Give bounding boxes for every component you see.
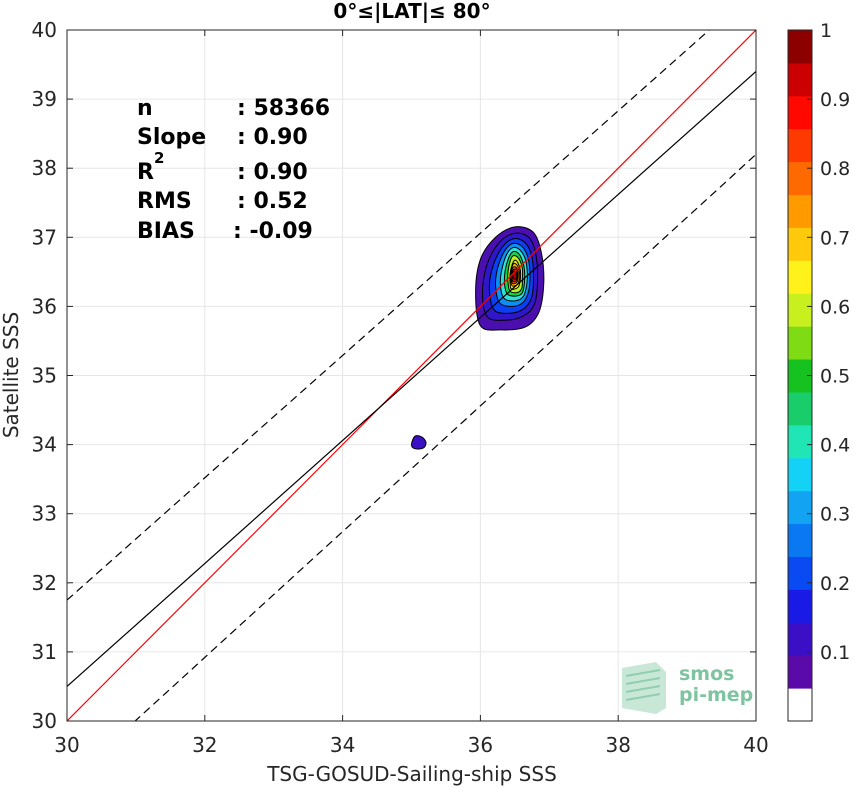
colorbar-tick-label-6: 0.7 xyxy=(820,227,850,249)
density-contours xyxy=(410,226,545,450)
y-axis-label: Satellite SSS xyxy=(0,312,23,438)
colorbar-segment-13 xyxy=(788,260,812,294)
stat-slope-label: Slope xyxy=(137,125,206,150)
y-tick-label-6: 36 xyxy=(32,294,57,318)
colorbar-segment-15 xyxy=(788,194,812,228)
stat-r2-label: R xyxy=(137,160,154,185)
stat-bias-value: : -0.09 xyxy=(233,219,313,244)
logo-line2: pi-mep xyxy=(679,684,753,706)
stat-bias-label: BIAS xyxy=(137,219,195,244)
colorbar-tick-label-5: 0.6 xyxy=(820,296,850,318)
x-tick-label-3: 36 xyxy=(468,733,493,757)
colorbar-segment-20 xyxy=(788,30,812,64)
y-tick-label-3: 33 xyxy=(32,502,57,526)
stat-n-label: n xyxy=(137,96,153,121)
y-tick-label-2: 32 xyxy=(32,571,57,595)
colorbar-segment-3 xyxy=(788,589,812,623)
stat-slope-value: : 0.90 xyxy=(237,125,308,150)
y-tick-label-5: 35 xyxy=(32,364,57,388)
x-axis-label: TSG-GOSUD-Sailing-ship SSS xyxy=(266,762,557,786)
colorbar-segment-18 xyxy=(788,95,812,130)
stat-rms-label: RMS xyxy=(137,189,192,214)
secondary-density-blob xyxy=(410,435,427,450)
y-tick-label-9: 39 xyxy=(32,87,57,111)
y-tick-label-4: 34 xyxy=(32,433,57,457)
colorbar-tick-label-0: 0.1 xyxy=(820,642,850,664)
stat-rms-value: : 0.52 xyxy=(237,189,308,214)
colorbar-segment-12 xyxy=(788,293,812,327)
stat-r2-superscript: 2 xyxy=(154,149,164,167)
colorbar-tick-label-3: 0.4 xyxy=(820,435,850,457)
x-tick-label-1: 32 xyxy=(192,733,217,757)
y-axis-ticks: 30 31 32 33 34 35 36 37 38 39 40 xyxy=(32,18,756,733)
colorbar-segment-1 xyxy=(788,655,812,689)
line-one-to-one xyxy=(67,30,756,721)
x-tick-label-5: 40 xyxy=(743,733,768,757)
colorbar-segment-7 xyxy=(788,457,812,492)
colorbar-segment-0 xyxy=(788,688,812,722)
colorbar-segment-9 xyxy=(788,391,812,426)
colorbar-segment-5 xyxy=(788,523,812,557)
y-tick-label-1: 31 xyxy=(32,640,57,664)
x-tick-label-4: 38 xyxy=(605,733,630,757)
y-tick-label-7: 37 xyxy=(32,225,57,249)
colorbar-tick-label-8: 0.9 xyxy=(820,89,850,111)
x-axis-ticks: 30 32 34 36 38 40 xyxy=(54,30,769,757)
colorbar-tick-label-2: 0.3 xyxy=(820,504,850,526)
line-upper-bound xyxy=(67,30,711,601)
colorbar-segment-6 xyxy=(788,490,812,525)
x-tick-label-2: 34 xyxy=(330,733,355,757)
fit-lines xyxy=(67,30,756,721)
colorbar-segment-14 xyxy=(788,227,812,261)
colorbar-segment-19 xyxy=(788,62,812,97)
y-tick-label-8: 38 xyxy=(32,156,57,180)
line-regression xyxy=(67,71,756,687)
x-tick-label-0: 30 xyxy=(54,733,79,757)
stat-r2-value: : 0.90 xyxy=(237,160,308,185)
colorbar-segment-16 xyxy=(788,161,812,196)
logo-stripes xyxy=(625,669,661,701)
logo-line1: smos xyxy=(679,663,734,685)
colorbar-segment-17 xyxy=(788,128,812,163)
colorbar-tick-label-7: 0.8 xyxy=(820,158,850,180)
colorbar-segment-2 xyxy=(788,622,812,656)
y-tick-label-0: 30 xyxy=(32,709,57,733)
colorbar-segment-11 xyxy=(788,326,812,360)
colorbar-segment-8 xyxy=(788,424,812,459)
y-tick-label-10: 40 xyxy=(32,18,57,42)
smos-pimep-logo: smos pi-mep xyxy=(622,662,753,714)
colorbar-tick-label-1: 0.2 xyxy=(820,573,850,595)
colorbar-tick-label-4: 0.5 xyxy=(820,366,850,388)
chart-title: 0°≤|LAT|≤ 80° xyxy=(333,0,490,23)
colorbar-segment-4 xyxy=(788,556,812,590)
stat-n-value: : 58366 xyxy=(237,96,330,121)
colorbar-tick-label-9: 1 xyxy=(820,20,832,42)
stats-box: n : 58366 Slope : 0.90 R 2 : 0.90 RMS : … xyxy=(137,96,330,244)
colorbar: 0.1 0.2 0.3 0.4 0.5 0.6 0.7 0.8 0.9 1 xyxy=(787,20,850,722)
